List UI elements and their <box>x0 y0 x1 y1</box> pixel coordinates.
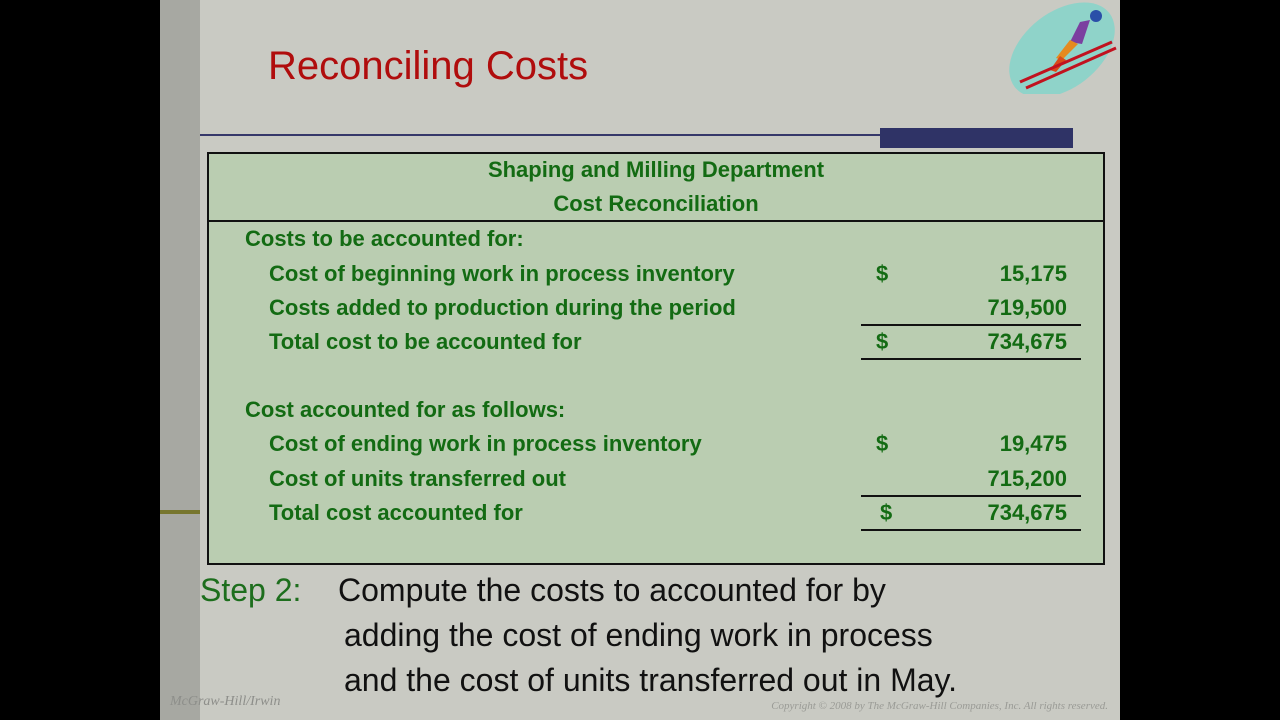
table-row: Cost of ending work in process inventory… <box>269 431 1067 456</box>
step-label: Step 2: <box>200 572 302 608</box>
table-row: Costs added to production during the per… <box>269 295 1067 320</box>
step-text-line: Compute the costs to accounted for by <box>338 572 886 608</box>
step-text-line: adding the cost of ending work in proces… <box>344 617 933 653</box>
subtotal-underline <box>861 324 1081 326</box>
cost-reconciliation-table: Shaping and Milling Department Cost Reco… <box>207 152 1105 565</box>
copyright-footer: Copyright © 2008 by The McGraw-Hill Comp… <box>771 700 1108 712</box>
slide: Reconciling Costs Shaping and Milling De… <box>160 0 1120 720</box>
ski-jumper-icon <box>1009 2 1117 94</box>
strip-accent-line <box>160 510 200 514</box>
table-row-total: Total cost to be accounted for $734,675 <box>269 329 1067 354</box>
title-divider-block <box>880 128 1073 148</box>
table-header: Shaping and Milling Department Cost Reco… <box>209 154 1103 222</box>
table-row: Cost of beginning work in process invent… <box>269 261 1067 286</box>
section-heading: Cost accounted for as follows: <box>245 397 566 422</box>
subtotal-underline <box>861 495 1081 497</box>
title-divider <box>200 134 920 136</box>
publisher-footer: McGraw-Hill/Irwin <box>170 694 281 709</box>
table-row: Cost of units transferred out 715,200 <box>269 466 1067 491</box>
left-strip <box>160 0 200 720</box>
step-text-line: and the cost of units transferred out in… <box>344 662 958 698</box>
total-underline <box>861 358 1081 360</box>
table-subtitle: Cost Reconciliation <box>553 191 759 216</box>
total-underline <box>861 529 1081 531</box>
department-name: Shaping and Milling Department <box>487 157 825 182</box>
slide-title: Reconciling Costs <box>268 44 589 88</box>
table-row-total: Total cost accounted for $734,675 <box>269 500 1067 525</box>
section-heading: Costs to be accounted for: <box>245 226 524 251</box>
